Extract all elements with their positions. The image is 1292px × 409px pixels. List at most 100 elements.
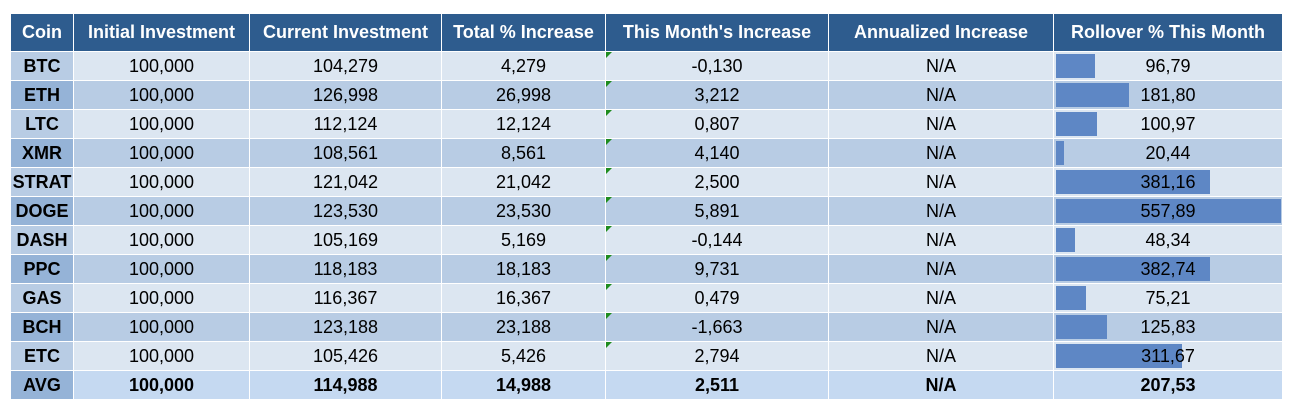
month-increase-cell[interactable]: 5,891 (605, 196, 829, 226)
month-increase-cell[interactable]: 0,479 (605, 283, 829, 313)
annualized-increase-cell[interactable]: N/A (828, 109, 1054, 139)
total-increase-cell[interactable]: 5,169 (441, 225, 606, 255)
total-increase-cell[interactable]: 16,367 (441, 283, 606, 313)
current-investment-cell[interactable]: 126,998 (249, 80, 442, 110)
coin-cell[interactable]: STRAT (10, 167, 74, 197)
header-month-increase[interactable]: This Month's Increase (605, 13, 829, 52)
rollover-value: 125,83 (1140, 316, 1196, 337)
current-investment-cell[interactable]: 112,124 (249, 109, 442, 139)
avg-total-cell[interactable]: 14,988 (441, 370, 606, 400)
rollover-cell[interactable]: 181,80 (1053, 80, 1283, 110)
rollover-cell[interactable]: 311,67 (1053, 341, 1283, 371)
initial-investment-cell[interactable]: 100,000 (73, 167, 250, 197)
error-indicator-icon (606, 52, 612, 58)
total-increase-cell[interactable]: 26,998 (441, 80, 606, 110)
avg-coin-cell[interactable]: AVG (10, 370, 74, 400)
annualized-increase-cell[interactable]: N/A (828, 51, 1054, 81)
annualized-increase-cell[interactable]: N/A (828, 283, 1054, 313)
annualized-increase-cell[interactable]: N/A (828, 312, 1054, 342)
coin-cell[interactable]: ETH (10, 80, 74, 110)
total-increase-cell[interactable]: 8,561 (441, 138, 606, 168)
rollover-cell[interactable]: 96,79 (1053, 51, 1283, 81)
month-increase-cell[interactable]: 0,807 (605, 109, 829, 139)
total-increase-cell[interactable]: 21,042 (441, 167, 606, 197)
avg-initial-cell[interactable]: 100,000 (73, 370, 250, 400)
header-current-investment[interactable]: Current Investment (249, 13, 442, 52)
header-coin[interactable]: Coin (10, 13, 74, 52)
initial-investment-cell[interactable]: 100,000 (73, 80, 250, 110)
total-increase-cell[interactable]: 23,530 (441, 196, 606, 226)
annualized-increase-cell[interactable]: N/A (828, 80, 1054, 110)
month-increase-cell[interactable]: 4,140 (605, 138, 829, 168)
rollover-cell[interactable]: 48,34 (1053, 225, 1283, 255)
coin-cell[interactable]: BTC (10, 51, 74, 81)
annualized-increase-cell[interactable]: N/A (828, 254, 1054, 284)
current-investment-cell[interactable]: 104,279 (249, 51, 442, 81)
rollover-value: 381,16 (1140, 171, 1196, 192)
coin-cell[interactable]: XMR (10, 138, 74, 168)
initial-investment-cell[interactable]: 100,000 (73, 225, 250, 255)
initial-investment-cell[interactable]: 100,000 (73, 138, 250, 168)
table-row: LTC 100,000 112,124 12,124 0,807 N/A 100,97 (10, 109, 1283, 139)
total-increase-cell[interactable]: 23,188 (441, 312, 606, 342)
coin-cell[interactable]: BCH (10, 312, 74, 342)
total-increase-cell[interactable]: 5,426 (441, 341, 606, 371)
month-increase-cell[interactable]: 3,212 (605, 80, 829, 110)
coin-cell[interactable]: GAS (10, 283, 74, 313)
initial-investment-cell[interactable]: 100,000 (73, 196, 250, 226)
table-row: GAS 100,000 116,367 16,367 0,479 N/A 75,21 (10, 283, 1283, 313)
rollover-cell[interactable]: 20,44 (1053, 138, 1283, 168)
table-row: DASH 100,000 105,169 5,169 -0,144 N/A 48,34 (10, 225, 1283, 255)
initial-investment-cell[interactable]: 100,000 (73, 51, 250, 81)
avg-current-cell[interactable]: 114,988 (249, 370, 442, 400)
coin-cell[interactable]: ETC (10, 341, 74, 371)
header-total-increase[interactable]: Total % Increase (441, 13, 606, 52)
rollover-cell[interactable]: 125,83 (1053, 312, 1283, 342)
initial-investment-cell[interactable]: 100,000 (73, 312, 250, 342)
header-annualized-increase[interactable]: Annualized Increase (828, 13, 1054, 52)
current-investment-cell[interactable]: 118,183 (249, 254, 442, 284)
annualized-increase-cell[interactable]: N/A (828, 138, 1054, 168)
month-increase-cell[interactable]: -1,663 (605, 312, 829, 342)
current-investment-cell[interactable]: 123,530 (249, 196, 442, 226)
coin-cell[interactable]: DASH (10, 225, 74, 255)
month-increase-cell[interactable]: -0,130 (605, 51, 829, 81)
coin-cell[interactable]: PPC (10, 254, 74, 284)
header-initial-investment[interactable]: Initial Investment (73, 13, 250, 52)
current-investment-cell[interactable]: 105,169 (249, 225, 442, 255)
current-investment-cell[interactable]: 116,367 (249, 283, 442, 313)
rollover-data-bar (1056, 83, 1129, 107)
avg-annual-cell[interactable]: N/A (828, 370, 1054, 400)
avg-rollover-cell[interactable]: 207,53 (1053, 370, 1283, 400)
total-increase-cell[interactable]: 4,279 (441, 51, 606, 81)
month-increase-cell[interactable]: 2,500 (605, 167, 829, 197)
rollover-data-bar (1056, 228, 1075, 252)
month-increase-cell[interactable]: 9,731 (605, 254, 829, 284)
table-row: BCH 100,000 123,188 23,188 -1,663 N/A 125,83 (10, 312, 1283, 342)
month-increase-cell[interactable]: -0,144 (605, 225, 829, 255)
header-rollover[interactable]: Rollover % This Month (1053, 13, 1283, 52)
current-investment-cell[interactable]: 108,561 (249, 138, 442, 168)
rollover-cell[interactable]: 557,89 (1053, 196, 1283, 226)
initial-investment-cell[interactable]: 100,000 (73, 109, 250, 139)
annualized-increase-cell[interactable]: N/A (828, 225, 1054, 255)
avg-month-cell[interactable]: 2,511 (605, 370, 829, 400)
annualized-increase-cell[interactable]: N/A (828, 341, 1054, 371)
rollover-cell[interactable]: 381,16 (1053, 167, 1283, 197)
total-increase-cell[interactable]: 12,124 (441, 109, 606, 139)
annualized-increase-cell[interactable]: N/A (828, 196, 1054, 226)
current-investment-cell[interactable]: 123,188 (249, 312, 442, 342)
annualized-increase-cell[interactable]: N/A (828, 167, 1054, 197)
initial-investment-cell[interactable]: 100,000 (73, 341, 250, 371)
current-investment-cell[interactable]: 121,042 (249, 167, 442, 197)
total-increase-cell[interactable]: 18,183 (441, 254, 606, 284)
rollover-cell[interactable]: 100,97 (1053, 109, 1283, 139)
month-increase-cell[interactable]: 2,794 (605, 341, 829, 371)
rollover-cell[interactable]: 75,21 (1053, 283, 1283, 313)
initial-investment-cell[interactable]: 100,000 (73, 254, 250, 284)
coin-cell[interactable]: DOGE (10, 196, 74, 226)
rollover-cell[interactable]: 382,74 (1053, 254, 1283, 284)
initial-investment-cell[interactable]: 100,000 (73, 283, 250, 313)
coin-cell[interactable]: LTC (10, 109, 74, 139)
current-investment-cell[interactable]: 105,426 (249, 341, 442, 371)
